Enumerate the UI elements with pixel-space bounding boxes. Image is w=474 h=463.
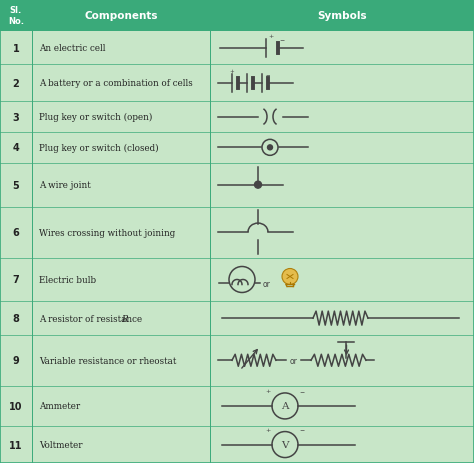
Text: V: V (281, 440, 289, 449)
Text: or: or (290, 356, 298, 365)
Text: 1: 1 (13, 44, 19, 54)
Text: 3: 3 (13, 113, 19, 122)
Text: Plug key or switch (open): Plug key or switch (open) (39, 113, 152, 122)
Text: Components: Components (84, 11, 158, 21)
Bar (0, 0, 474, 32)
Text: +: + (266, 426, 271, 432)
Text: 8: 8 (13, 313, 19, 324)
Text: Variable resistance or rheostat: Variable resistance or rheostat (39, 356, 176, 365)
Text: Ammeter: Ammeter (39, 401, 80, 411)
Text: 2: 2 (13, 79, 19, 88)
Text: −: − (299, 426, 304, 432)
Text: +: + (229, 69, 234, 74)
Text: 7: 7 (13, 275, 19, 285)
Text: A resistor of resistance: A resistor of resistance (39, 314, 145, 323)
Text: A wire joint: A wire joint (39, 181, 91, 190)
Text: +: + (266, 388, 271, 393)
Text: +: + (268, 34, 273, 38)
Circle shape (255, 182, 262, 189)
Text: A: A (281, 401, 289, 411)
Text: −: − (266, 73, 270, 78)
Text: 5: 5 (13, 180, 19, 190)
Text: Symbols: Symbols (317, 11, 367, 21)
Text: R: R (121, 314, 128, 323)
Text: Plug key or switch (closed): Plug key or switch (closed) (39, 144, 159, 153)
Text: 9: 9 (13, 356, 19, 365)
Text: Voltmeter: Voltmeter (39, 440, 82, 449)
Text: Sl.
No.: Sl. No. (8, 6, 24, 25)
Text: −: − (299, 388, 304, 393)
Text: A battery or a combination of cells: A battery or a combination of cells (39, 79, 193, 88)
Text: 4: 4 (13, 143, 19, 153)
Text: or: or (263, 279, 271, 288)
Text: 6: 6 (13, 228, 19, 238)
Circle shape (267, 145, 273, 150)
Text: Wires crossing without joining: Wires crossing without joining (39, 228, 175, 237)
Text: 10: 10 (9, 401, 23, 411)
Text: 11: 11 (9, 439, 23, 450)
Text: Electric bulb: Electric bulb (39, 275, 96, 284)
Text: An electric cell: An electric cell (39, 44, 106, 53)
Circle shape (282, 269, 298, 285)
Text: −: − (279, 38, 284, 43)
